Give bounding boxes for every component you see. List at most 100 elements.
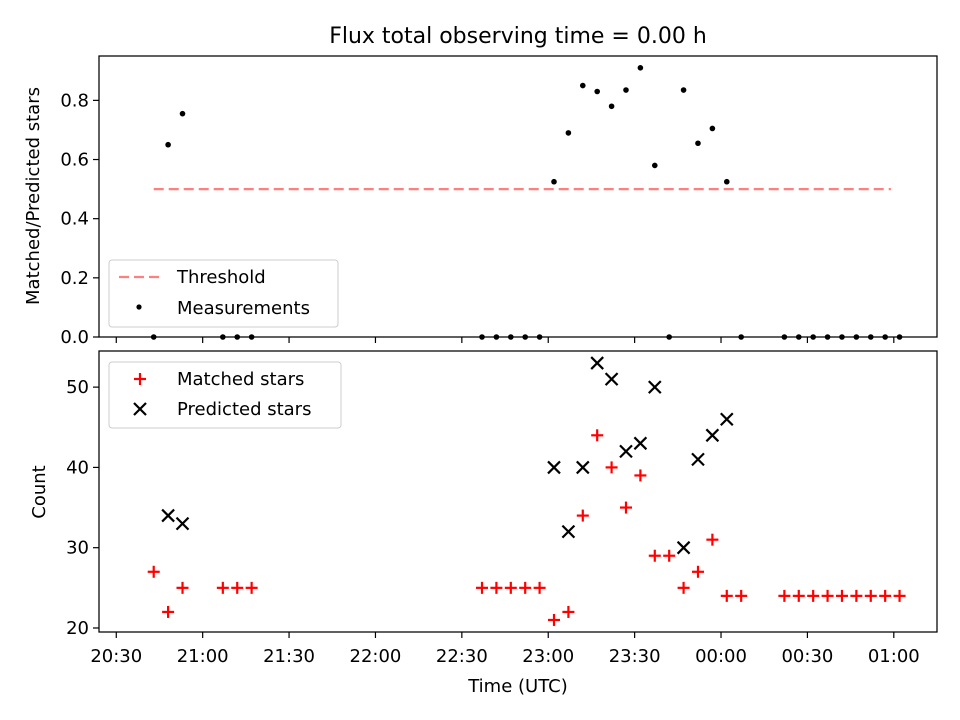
measurement-point [179,110,186,117]
legend-predicted-swatch [133,402,147,416]
top-legend: Threshold Measurements [108,259,339,328]
measurement-point [165,141,171,148]
matched-star-marker [176,581,189,594]
matched-star-marker [720,589,733,602]
predicted-star-marker [619,444,633,459]
measurement-point [234,334,241,340]
predicted-star-marker [705,428,720,443]
matched-star-marker [231,581,244,594]
measurement-point [695,140,701,147]
measurement-point [666,334,672,340]
predicted-star-marker [633,436,648,451]
predicted-star-marker [161,508,175,523]
bottom-x-ticks: 20:30 21:00 21:30 22:00 22:30 23:00 23:30 00:00… [90,632,920,667]
measurement-point [623,87,629,93]
measurement-point [867,334,874,340]
predicted-star-marker [576,460,590,475]
matched-star-marker [648,549,661,562]
matched-star-marker [792,589,805,602]
matched-star-marker [691,565,704,578]
bottom-y-tick-label: 30 [66,538,89,559]
legend-matched-swatch [134,373,146,385]
measurement-point [493,334,500,340]
x-tick-label: 23:30 [609,646,661,667]
measurement-point [637,65,644,71]
matched-star-marker [162,605,175,618]
matched-star-marker [519,581,532,594]
x-tick-label: 00:30 [781,646,833,667]
measurement-point [248,334,255,340]
predicted-star-marker [561,524,576,539]
predicted-star-markers [161,356,734,555]
x-tick-label: 00:00 [695,646,747,667]
measurement-point [608,103,615,110]
x-tick-label: 23:00 [522,646,574,667]
legend-predicted-label: Predicted stars [177,399,311,420]
matched-star-marker [663,549,676,562]
measurement-point [781,334,788,340]
x-tick-label: 01:00 [868,646,920,667]
top-panel: 0.00.20.40.60.8 Matched/Predicted stars … [23,55,938,348]
matched-star-marker [864,589,877,602]
chart-title: Flux total observing time = 0.00 h [329,24,707,49]
matched-star-marker [562,605,575,618]
measurement-point [579,82,586,89]
matched-star-marker [893,589,906,602]
top-x-ticks [115,337,895,343]
x-axis-label: Time (UTC) [467,676,568,697]
measurement-points [150,65,903,340]
legend-measurements-label: Measurements [177,298,310,319]
bottom-y-ticks: 20 30 40 50 [66,377,99,639]
matched-star-marker [490,581,503,594]
bottom-y-axis-label: Count [29,465,50,518]
matched-star-marker [547,613,560,626]
matched-star-marker [147,565,160,578]
measurement-point [709,125,716,132]
measurement-point [738,334,744,340]
matched-star-marker [619,501,632,514]
measurement-point [810,334,816,340]
x-tick-label: 20:30 [90,646,142,667]
matched-star-marker [677,581,690,594]
legend-measurements-swatch [136,304,142,310]
measurement-point [565,130,572,136]
matched-star-marker [879,589,892,602]
predicted-star-marker [590,356,604,370]
measurement-point [594,88,600,95]
matched-star-marker [850,589,863,602]
top-y-ticks: 0.0 0.2 0.4 0.6 0.8 [60,90,99,348]
measurement-point [680,87,687,93]
matched-star-marker [778,589,791,602]
measurement-point [479,334,485,340]
x-tick-label: 22:30 [436,646,488,667]
measurement-point [536,334,543,340]
measurement-point [150,334,157,340]
measurement-point [824,334,831,340]
matched-star-marker [706,533,719,546]
legend-threshold-label: Threshold [176,267,266,288]
measurement-point [220,334,226,340]
matched-star-marker [591,429,604,442]
matched-star-marker [476,581,489,594]
predicted-star-marker [676,540,691,555]
top-y-tick-label: 0.6 [60,150,89,171]
bottom-legend-box [108,361,342,429]
bottom-legend: Matched stars Predicted stars [108,361,342,429]
matched-star-marker [821,589,834,602]
x-tick-label: 22:00 [350,646,402,667]
top-y-tick-label: 0.4 [60,209,89,230]
predicted-star-marker [604,372,619,386]
top-y-tick-label: 0.8 [60,90,89,111]
measurement-point [839,334,845,340]
matched-star-marker [216,581,229,594]
legend-matched-label: Matched stars [177,369,304,390]
matched-star-marker [835,589,848,602]
top-y-tick-label: 0.2 [60,268,89,289]
matched-star-marker [807,589,820,602]
bottom-y-tick-label: 40 [66,457,89,478]
measurement-point [651,162,658,169]
measurement-point [551,178,557,185]
top-legend-box [108,259,339,328]
